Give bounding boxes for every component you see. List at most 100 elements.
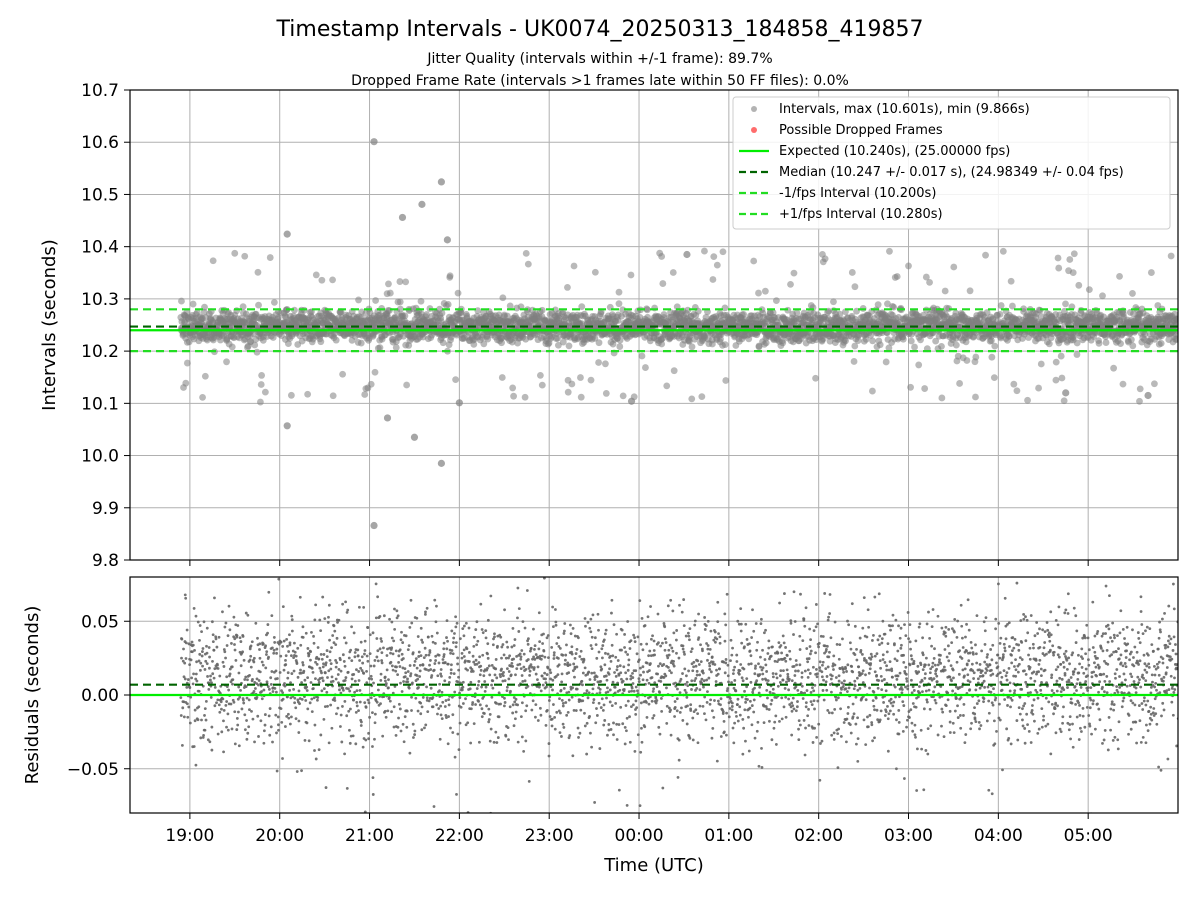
residual-point: [294, 706, 298, 710]
residual-point: [229, 702, 233, 706]
residual-point: [469, 680, 473, 684]
residual-point: [366, 626, 370, 629]
interval-point: [773, 297, 780, 305]
residual-point: [493, 632, 496, 636]
residual-point: [534, 653, 538, 656]
residual-point: [464, 723, 468, 727]
interval-point: [874, 301, 882, 309]
interval-point: [952, 341, 960, 349]
residual-point: [346, 608, 350, 612]
residual-point: [200, 630, 203, 633]
residual-point: [290, 672, 294, 675]
residual-point: [503, 679, 507, 683]
residual-point: [362, 605, 366, 609]
residual-point: [462, 648, 466, 652]
residual-point: [321, 665, 325, 669]
residual-point: [353, 651, 357, 654]
residual-point: [387, 678, 390, 682]
interval-point: [851, 283, 859, 291]
residual-point: [420, 638, 424, 642]
residual-point: [454, 625, 458, 629]
residual-point: [343, 636, 346, 640]
interval-point: [1052, 376, 1060, 384]
residual-point: [314, 677, 317, 681]
residual-point: [331, 634, 335, 637]
residual-point: [474, 628, 478, 631]
residual-point: [386, 709, 390, 713]
interval-point: [1069, 269, 1077, 277]
residual-point: [425, 696, 429, 700]
residual-point: [494, 730, 498, 734]
residual-point: [233, 742, 237, 746]
residual-point: [314, 757, 318, 761]
residual-point: [382, 646, 385, 650]
residual-point: [533, 644, 537, 647]
residual-point: [306, 676, 310, 680]
residual-point: [332, 641, 336, 645]
residual-point: [404, 634, 408, 638]
residual-point: [525, 704, 529, 708]
residual-point: [236, 697, 240, 701]
residual-point: [487, 664, 491, 668]
residual-point: [292, 669, 296, 673]
residual-point: [413, 729, 417, 733]
residual-point: [225, 725, 228, 729]
residual-point: [205, 626, 209, 630]
interval-outlier-point: [410, 433, 419, 441]
residual-point: [216, 732, 220, 736]
residual-point: [360, 655, 364, 659]
residual-point: [495, 676, 499, 680]
interval-point: [392, 344, 400, 351]
residual-point: [511, 703, 515, 707]
residual-point: [195, 679, 199, 683]
residual-point: [405, 725, 409, 729]
residual-point: [374, 582, 378, 586]
residual-point: [371, 631, 375, 635]
residual-point: [507, 677, 511, 681]
residual-point: [403, 675, 407, 679]
residual-point: [363, 652, 366, 656]
residual-point: [319, 733, 323, 737]
intervals-y-axis: 9.89.910.010.110.210.310.410.510.610.7: [81, 81, 130, 571]
residual-point: [207, 646, 211, 649]
residual-point: [418, 669, 422, 673]
residual-point: [235, 634, 239, 637]
residual-point: [222, 665, 226, 668]
residual-point: [339, 669, 343, 673]
residual-point: [405, 709, 409, 713]
residual-point: [249, 654, 253, 658]
residual-point: [483, 680, 487, 683]
residual-point: [358, 700, 362, 704]
interval-point: [403, 381, 411, 389]
residual-point: [428, 651, 432, 654]
residual-point: [304, 631, 308, 635]
residual-point: [505, 667, 509, 670]
residual-point: [446, 742, 450, 746]
residual-point: [353, 679, 357, 683]
residual-point: [506, 645, 510, 649]
residual-point: [419, 626, 423, 630]
interval-point: [922, 273, 930, 281]
residual-point: [456, 662, 459, 666]
residual-point: [307, 652, 311, 656]
intervals-reference-lines: [130, 308, 1178, 353]
residual-point: [260, 660, 264, 664]
residual-point: [244, 611, 248, 615]
residual-point: [526, 642, 530, 646]
residual-point: [324, 786, 328, 789]
residual-point: [417, 686, 420, 689]
residual-point: [520, 649, 524, 652]
residual-point: [299, 643, 303, 647]
residual-point: [475, 662, 479, 666]
residual-point: [518, 662, 522, 666]
residual-point: [290, 715, 293, 719]
interval-point: [850, 358, 858, 365]
interval-point: [446, 272, 454, 280]
residual-point: [491, 643, 495, 647]
residual-point: [380, 651, 384, 655]
interval-point: [761, 287, 769, 295]
interval-point: [587, 376, 595, 384]
residual-point: [252, 660, 256, 664]
residual-point: [394, 733, 398, 737]
interval-point: [510, 392, 517, 400]
